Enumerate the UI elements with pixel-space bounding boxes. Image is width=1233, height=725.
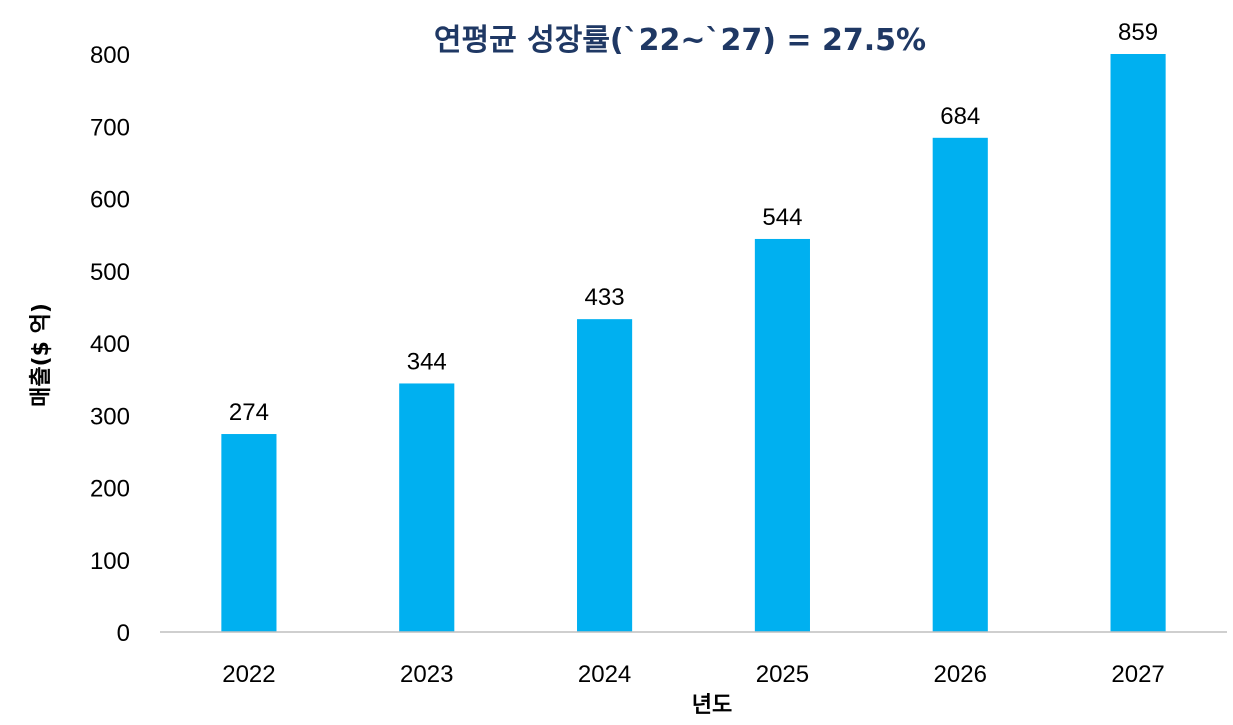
bar [754, 238, 810, 632]
x-tick-label: 2027 [1111, 661, 1164, 688]
bar [399, 383, 455, 632]
data-labels: 274 344 433 544 684 859 [229, 19, 1158, 426]
data-label: 344 [407, 348, 447, 375]
bars [221, 54, 1166, 632]
data-label: 433 [585, 284, 625, 311]
y-tick-label: 600 [90, 187, 130, 214]
y-tick-label: 700 [90, 114, 130, 141]
y-tick-label: 800 [90, 42, 130, 69]
bar [577, 319, 633, 632]
bar [1110, 54, 1166, 632]
x-tick-label: 2024 [578, 661, 631, 688]
data-label: 859 [1118, 19, 1158, 46]
chart-title: 연평균 성장률(`22~`27) = 27.5% [434, 23, 926, 58]
x-tick-label: 2023 [400, 661, 453, 688]
y-axis: 0 100 200 300 400 500 600 700 800 [90, 42, 130, 647]
x-tick-label: 2025 [756, 661, 809, 688]
data-label: 274 [229, 399, 269, 426]
x-axis: 2022 2023 2024 2025 2026 2027 [222, 661, 1165, 688]
bar [932, 137, 988, 632]
x-tick-label: 2026 [934, 661, 987, 688]
y-tick-label: 200 [90, 476, 130, 503]
y-tick-label: 100 [90, 548, 130, 575]
y-tick-label: 400 [90, 331, 130, 358]
y-tick-label: 300 [90, 403, 130, 430]
x-tick-label: 2022 [222, 661, 275, 688]
y-axis-title: 매출($ 억) [29, 303, 54, 407]
y-tick-label: 0 [117, 620, 130, 647]
x-axis-title: 년도 [692, 693, 732, 718]
data-label: 684 [940, 103, 980, 130]
bar [221, 434, 277, 632]
data-label: 544 [762, 204, 802, 231]
y-tick-label: 500 [90, 259, 130, 286]
